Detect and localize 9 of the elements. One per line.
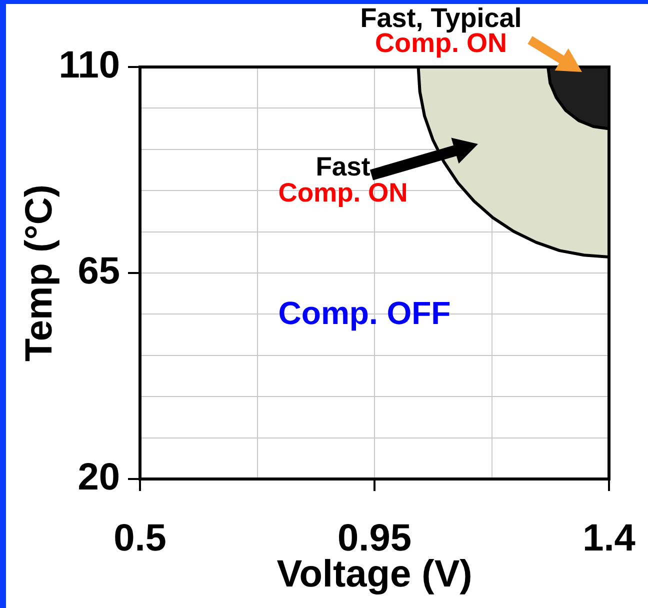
annotation: Comp. OFF: [278, 294, 451, 331]
text: Fast, Typical Comp. ON: [360, 2, 522, 58]
y-tick-label: 20: [78, 456, 120, 498]
y-axis-title: Temp (°C): [18, 184, 60, 362]
y-tick-label: 110: [58, 44, 120, 86]
annotation: Fast Comp. ON: [278, 151, 408, 208]
y-tick-label: 65: [78, 250, 120, 292]
x-tick-label: 1.4: [582, 517, 636, 560]
x-tick-label: 0.5: [114, 517, 166, 560]
